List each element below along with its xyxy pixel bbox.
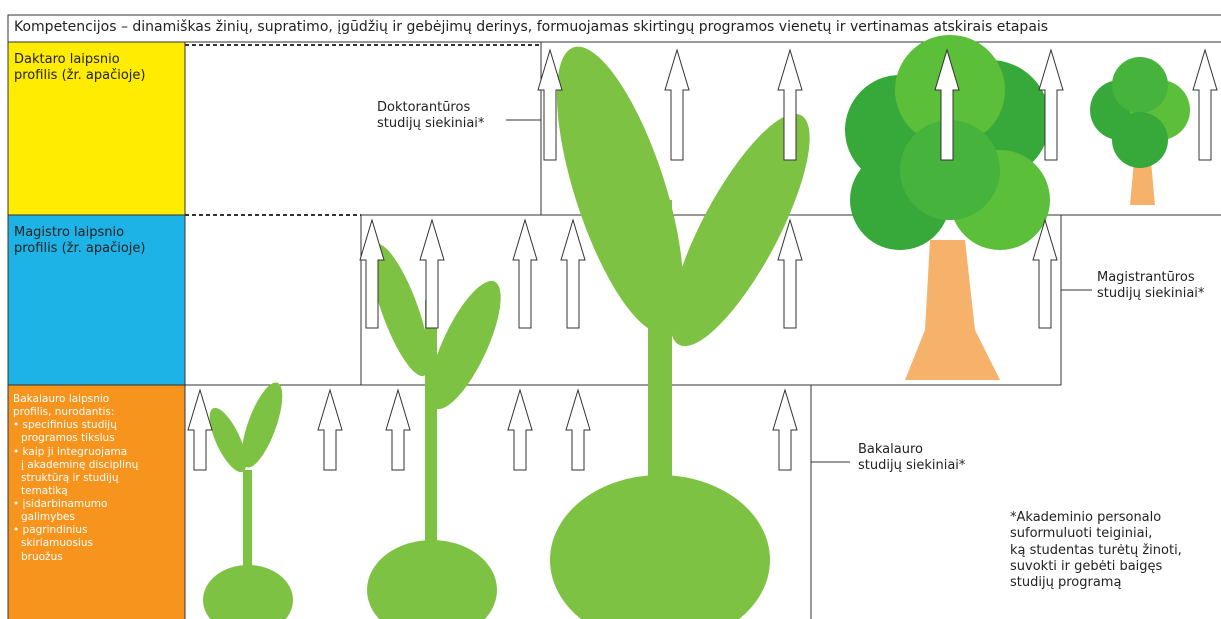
text: studijų programą — [1010, 575, 1182, 591]
arrow — [561, 220, 585, 328]
text: galimybes — [13, 511, 138, 524]
arrow — [1193, 50, 1217, 160]
text: *Akademinio personalo — [1010, 510, 1182, 526]
text: profilis (žr. apačioje) — [14, 68, 145, 84]
arrow — [778, 220, 802, 328]
text: • įsidarbinamumo — [13, 498, 138, 511]
text: • pagrindinius — [13, 524, 138, 537]
arrow — [1033, 220, 1057, 328]
trees — [845, 35, 1190, 380]
arrow — [513, 220, 537, 328]
diagram: Kompetencijos – dinamiškas žinių, suprat… — [0, 0, 1221, 619]
text: studijų siekiniai* — [1097, 286, 1204, 302]
header-title: Kompetencijos – dinamiškas žinių, suprat… — [14, 19, 1048, 35]
text: Doktorantūros — [377, 100, 484, 116]
arrow — [665, 50, 689, 160]
text: • kaip ji integruojama — [13, 446, 138, 459]
text: Magistro laipsnio — [14, 225, 145, 241]
text: Bakalauro — [858, 442, 965, 458]
text: Daktaro laipsnio — [14, 52, 145, 68]
text: profilis, nurodantis: — [13, 406, 138, 419]
text: ką studentas turėtų žinoti, — [1010, 543, 1182, 559]
text: • specifinius studijų — [13, 419, 138, 432]
text: Magistrantūros — [1097, 270, 1204, 286]
text: profilis (žr. apačioje) — [14, 241, 145, 257]
text: tematiką — [13, 485, 138, 498]
text: suvokti ir gebėti baigęs — [1010, 559, 1182, 575]
arrow — [508, 390, 532, 470]
plants — [202, 33, 834, 619]
arrow — [386, 390, 410, 470]
text: skiriamuosius — [13, 537, 138, 550]
text: studijų siekiniai* — [377, 116, 484, 132]
text: Bakalauro laipsnio — [13, 393, 138, 406]
text: bruožus — [13, 551, 138, 564]
arrow — [566, 390, 590, 470]
arrow — [420, 220, 444, 328]
text: programos tikslus — [13, 432, 138, 445]
text: struktūrą ir studijų — [13, 472, 138, 485]
arrow — [318, 390, 342, 470]
text: į akademinę disciplinų — [13, 459, 138, 472]
text: studijų siekiniai* — [858, 458, 965, 474]
arrow — [773, 390, 797, 470]
text: suformuluoti teiginiai, — [1010, 526, 1182, 542]
arrow — [188, 390, 212, 470]
